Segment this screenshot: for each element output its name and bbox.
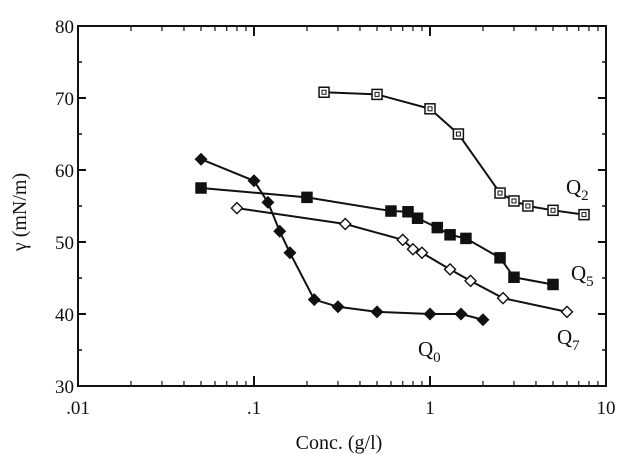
series-line xyxy=(236,207,568,313)
y-tick-label: 80 xyxy=(55,17,74,38)
series-label-sub: 0 xyxy=(433,350,441,366)
series-line xyxy=(200,187,554,286)
x-tick-label: .1 xyxy=(247,398,261,419)
data-point xyxy=(423,307,437,321)
data-point xyxy=(261,195,275,209)
data-point-inner xyxy=(455,131,461,137)
data-point-inner xyxy=(374,91,380,97)
series-label-sub: 5 xyxy=(586,274,594,290)
data-point xyxy=(444,229,456,241)
data-point xyxy=(283,246,297,260)
data-point-inner xyxy=(427,106,433,112)
y-tick-label: 60 xyxy=(55,161,74,182)
data-point xyxy=(331,300,345,314)
data-point-inner xyxy=(581,212,587,218)
data-point xyxy=(396,233,410,247)
data-point xyxy=(411,212,424,224)
data-point xyxy=(301,191,313,204)
data-point xyxy=(195,182,207,194)
data-point xyxy=(452,128,465,140)
data-point xyxy=(464,274,478,288)
data-point-inner xyxy=(525,203,531,209)
data-point xyxy=(547,204,559,217)
data-point xyxy=(522,200,534,212)
data-point xyxy=(415,246,429,260)
data-point xyxy=(560,305,574,319)
data-point xyxy=(424,103,436,115)
data-point xyxy=(371,88,383,101)
series-label-q0: Q0 xyxy=(418,337,441,366)
series-label-sub: 2 xyxy=(581,188,589,204)
x-tick-label: 1 xyxy=(425,398,435,419)
series-line xyxy=(200,158,484,321)
series-line xyxy=(323,91,585,216)
y-tick-label: 30 xyxy=(55,377,74,398)
data-point xyxy=(431,221,444,234)
data-point xyxy=(230,201,244,215)
series-q0 xyxy=(194,152,490,327)
data-point-inner xyxy=(550,207,556,213)
data-point xyxy=(494,252,506,264)
data-point-inner xyxy=(511,198,517,204)
y-tick-label: 50 xyxy=(55,233,74,254)
data-point xyxy=(508,195,520,207)
x-tick-label: .01 xyxy=(66,398,90,419)
series-label-main: Q xyxy=(566,175,581,199)
series-label-q7: Q7 xyxy=(557,325,580,354)
series-q5 xyxy=(195,182,559,291)
data-point xyxy=(247,174,261,188)
data-point xyxy=(370,305,384,319)
data-point-inner xyxy=(497,190,503,196)
data-point-inner xyxy=(321,89,327,95)
x-tick-label: 10 xyxy=(597,398,616,419)
data-point xyxy=(194,152,208,166)
data-point xyxy=(338,217,352,231)
series-label-q2: Q2 xyxy=(566,175,589,204)
data-point xyxy=(454,307,468,321)
data-point xyxy=(402,206,414,218)
data-point xyxy=(494,187,506,199)
data-point xyxy=(547,278,559,291)
series-q2 xyxy=(318,86,590,221)
data-point xyxy=(578,208,590,221)
x-axis-label: Conc. (g/l) xyxy=(296,432,383,454)
series-label-main: Q xyxy=(418,337,433,361)
series-label-sub: 7 xyxy=(572,338,580,354)
data-point xyxy=(307,293,321,307)
series-layer xyxy=(194,86,590,327)
y-tick-label: 40 xyxy=(55,305,74,326)
data-point xyxy=(476,313,490,327)
y-axis-label: γ (mN/m) xyxy=(9,173,31,252)
data-point xyxy=(273,224,287,238)
data-point xyxy=(318,86,330,98)
data-point xyxy=(460,232,472,245)
series-label-main: Q xyxy=(557,325,572,349)
series-q7 xyxy=(230,201,574,319)
data-point xyxy=(496,291,510,305)
data-point xyxy=(508,271,520,284)
data-point xyxy=(443,262,457,276)
data-point xyxy=(406,242,420,256)
data-point xyxy=(385,205,397,217)
series-label-q5: Q5 xyxy=(571,261,594,290)
series-label-main: Q xyxy=(571,261,586,285)
y-tick-label: 70 xyxy=(55,89,74,110)
